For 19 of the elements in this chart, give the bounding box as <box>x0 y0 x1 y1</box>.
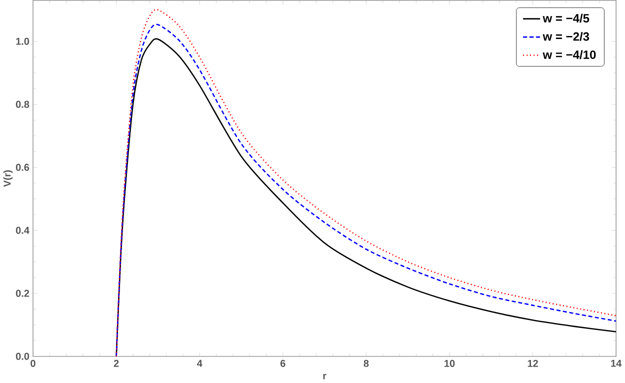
y-tick-label: 1.0 <box>16 38 30 46</box>
x-tick-label: 6 <box>280 360 286 368</box>
x-tick-label: 2 <box>114 360 119 368</box>
y-tick-label: 0.0 <box>16 353 30 360</box>
y-tick-label: 0.2 <box>16 290 30 298</box>
x-tick-label: 4 <box>196 360 202 367</box>
y-tick-label: 0.6 <box>16 164 30 172</box>
legend-label: w = −2/3 <box>542 32 590 42</box>
y-axis-title: V(r) <box>3 170 13 188</box>
y-tick-label: 0.4 <box>16 227 30 234</box>
x-tick-label: 0 <box>30 360 36 368</box>
x-tick-label: 14 <box>611 360 622 367</box>
legend-label: w = −4/10 <box>542 50 596 60</box>
legend-label: w = −4/5 <box>542 14 590 23</box>
x-tick-label: 10 <box>444 360 455 368</box>
x-axis-title: r <box>323 374 326 380</box>
y-tick-label: 0.8 <box>16 101 30 108</box>
x-tick-label: 8 <box>364 360 369 368</box>
x-tick-label: 12 <box>528 360 538 368</box>
